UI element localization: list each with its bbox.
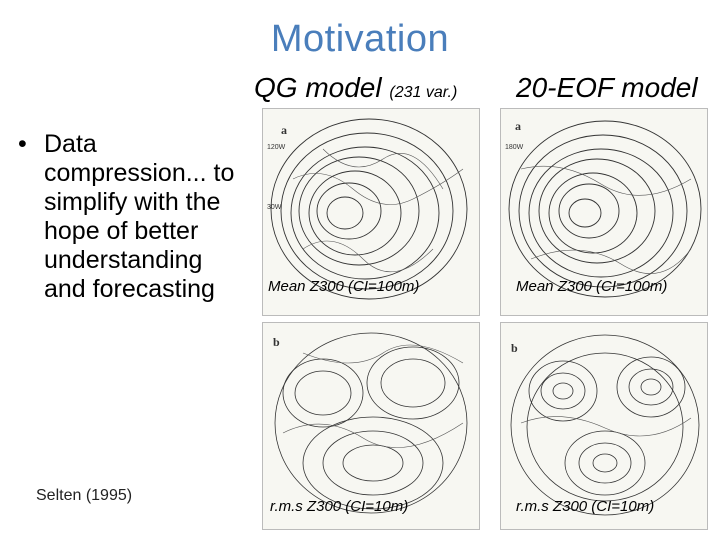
svg-text:180W: 180W [505, 144, 524, 151]
eof-model-heading: 20-EOF model [516, 72, 698, 104]
eof-model-label: 20-EOF model [516, 72, 698, 103]
contour-map-eof-mean: 180W [505, 120, 702, 298]
caption-eof-mean: Mean Z300 (CI=100m) [516, 278, 668, 295]
caption-qg-mean: Mean Z300 (CI=100m) [268, 278, 420, 295]
map-panel-eof-rms: b [500, 322, 708, 530]
panel-letter-eof-b: b [511, 341, 518, 355]
caption-eof-rms: r.m.s Z300 (CI=10m) [516, 498, 655, 515]
citation: Selten (1995) [36, 487, 133, 504]
bullet-marker: • [18, 130, 27, 158]
slide-title: Motivation [270, 18, 450, 60]
contour-map-qg-rms [274, 332, 468, 514]
svg-text:120W: 120W [267, 144, 286, 151]
qg-model-var-note: (231 var.) [389, 84, 458, 101]
qg-model-label: QG model [254, 72, 382, 103]
bullet-text: Data compression... to simplify with the… [44, 130, 235, 303]
map-panel-eof-mean: 180W a [500, 108, 708, 316]
contour-map-qg-mean: 120W 30W [267, 118, 468, 300]
caption-qg-rms: r.m.s Z300 (CI=10m) [270, 498, 409, 515]
map-panel-qg-rms: b [262, 322, 480, 530]
panel-letter-qg-a: a [281, 123, 287, 137]
contour-map-eof-rms [510, 334, 700, 516]
svg-text:30W: 30W [267, 204, 282, 211]
bullet-list: • Data compression... to simplify with t… [18, 130, 243, 304]
map-panel-qg-mean: 120W 30W a [262, 108, 480, 316]
panel-letter-eof-a: a [515, 119, 521, 133]
panel-letter-qg-b: b [273, 335, 280, 349]
qg-model-heading: QG model (231 var.) [254, 72, 457, 104]
